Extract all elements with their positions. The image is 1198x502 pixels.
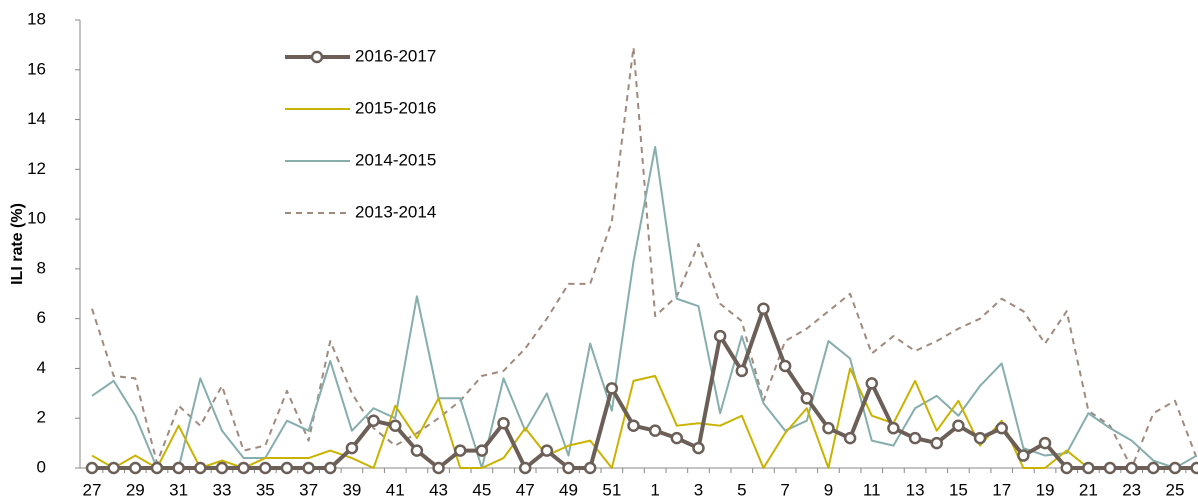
- y-axis-label: ILI rate (%): [9, 203, 26, 285]
- y-tick-label: 12: [27, 159, 46, 178]
- data-point: [800, 392, 814, 405]
- x-tick-label: 1: [650, 480, 659, 499]
- x-tick-label: 21: [1079, 480, 1098, 499]
- y-tick-label: 8: [37, 258, 46, 277]
- data-point: [410, 444, 424, 457]
- data-point: [627, 419, 640, 432]
- data-point: [432, 461, 445, 475]
- legend-label: 2014-2015: [355, 150, 436, 169]
- y-tick-label: 18: [27, 9, 46, 28]
- x-tick-label: 31: [169, 480, 188, 499]
- data-point: [215, 461, 229, 475]
- x-tick-label: 3: [694, 480, 703, 499]
- data-point: [1038, 436, 1052, 450]
- data-point: [237, 461, 250, 475]
- x-tick-label: 9: [824, 480, 833, 499]
- x-tick-label: 49: [559, 480, 578, 499]
- x-tick-label: 15: [949, 480, 968, 499]
- data-point: [605, 382, 619, 395]
- data-point: [150, 461, 164, 475]
- y-tick-label: 14: [27, 109, 46, 128]
- x-tick-label: 27: [83, 480, 102, 499]
- data-point: [973, 431, 987, 445]
- data-point: [930, 436, 943, 450]
- y-tick-label: 0: [37, 457, 46, 476]
- x-tick-label: 51: [602, 480, 621, 499]
- series-line: [91, 145, 1198, 469]
- data-point: [908, 431, 922, 445]
- y-tick-label: 2: [37, 408, 46, 427]
- x-tick-label: 45: [472, 480, 491, 499]
- y-tick-label: 6: [37, 308, 46, 327]
- data-point: [778, 359, 792, 373]
- data-point: [540, 444, 554, 457]
- data-point: [345, 441, 359, 455]
- data-point: [583, 461, 597, 475]
- x-tick-label: 29: [126, 480, 145, 499]
- data-point: [887, 421, 900, 435]
- data-point: [302, 461, 315, 475]
- data-point: [735, 364, 749, 378]
- x-tick-label: 23: [1122, 480, 1141, 499]
- data-point: [107, 461, 120, 475]
- data-point: [1060, 461, 1073, 475]
- data-point: [995, 421, 1008, 435]
- data-point: [367, 414, 380, 427]
- x-tick-label: 7: [780, 480, 789, 499]
- legend-marker: [310, 50, 324, 64]
- x-tick-label: 19: [1036, 480, 1055, 499]
- data-point: [518, 461, 532, 475]
- data-point: [388, 419, 402, 432]
- x-tick-label: 33: [212, 480, 231, 499]
- data-point: [713, 329, 727, 343]
- data-point: [280, 461, 294, 475]
- data-point: [324, 461, 337, 475]
- y-tick-label: 10: [27, 209, 46, 228]
- data-point: [497, 416, 510, 430]
- data-point: [843, 431, 857, 445]
- data-point: [952, 419, 965, 432]
- x-tick-label: 39: [342, 480, 361, 499]
- data-point: [822, 421, 835, 435]
- data-point: [129, 461, 142, 475]
- data-point: [1017, 449, 1030, 462]
- data-point: [670, 431, 684, 445]
- series-line: [91, 46, 1198, 469]
- x-tick-label: 47: [516, 480, 535, 499]
- data-point: [1168, 461, 1182, 475]
- x-tick-label: 35: [256, 480, 275, 499]
- x-tick-label: 37: [299, 480, 318, 499]
- data-point: [259, 461, 272, 475]
- data-point: [562, 461, 575, 475]
- legend-label: 2015-2016: [355, 98, 436, 117]
- data-point: [194, 461, 207, 475]
- x-tick-label: 43: [429, 480, 448, 499]
- y-tick-label: 16: [27, 59, 46, 78]
- data-point: [85, 461, 99, 475]
- data-point: [1103, 461, 1117, 475]
- data-point: [1147, 461, 1160, 475]
- data-point: [692, 441, 705, 455]
- data-point: [453, 444, 467, 457]
- x-tick-label: 11: [863, 480, 881, 499]
- series-line: [92, 306, 1197, 470]
- data-point: [648, 424, 662, 437]
- legend-label: 2013-2014: [355, 202, 436, 221]
- x-tick-label: 25: [1166, 480, 1185, 499]
- x-tick-label: 41: [386, 480, 405, 499]
- y-tick-label: 4: [37, 358, 46, 377]
- x-tick-label: 17: [992, 480, 1011, 499]
- data-point: [1125, 461, 1138, 475]
- legend-label: 2016-2017: [355, 46, 436, 65]
- data-point: [757, 302, 770, 315]
- data-point: [1082, 461, 1095, 475]
- data-point: [865, 377, 879, 390]
- data-point: [1190, 461, 1198, 475]
- x-tick-label: 5: [737, 480, 746, 499]
- data-point: [172, 461, 185, 475]
- x-tick-label: 13: [906, 480, 925, 499]
- data-point: [475, 444, 489, 457]
